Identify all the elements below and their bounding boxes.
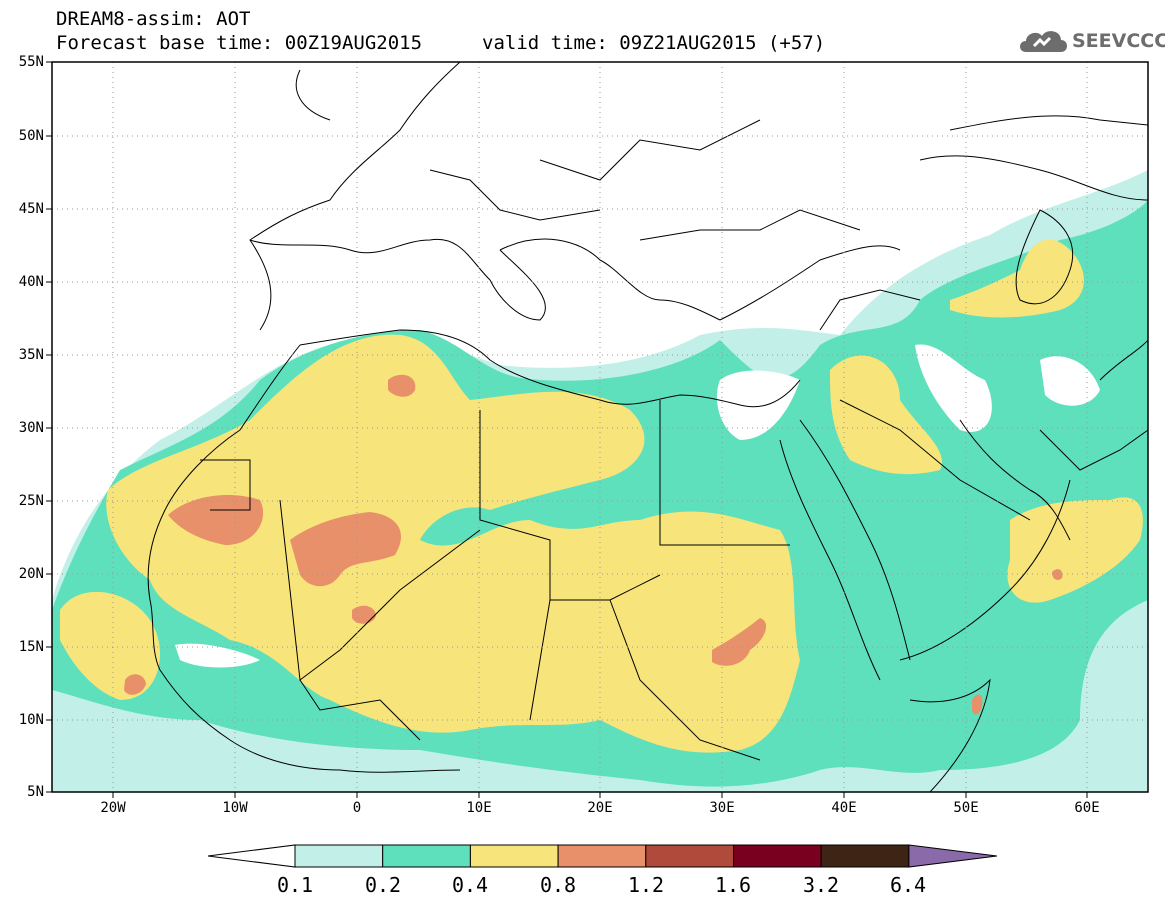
lon-label-50e: 50E: [953, 800, 979, 816]
map-title: DREAM8-assim: AOT: [56, 8, 251, 30]
lat-label-20n: 20N: [18, 566, 44, 582]
lat-label-55n: 55N: [18, 54, 44, 70]
colorbar-label: 0.1: [276, 873, 314, 897]
coastlines: [52, 62, 1148, 792]
lon-label-30e: 30E: [709, 800, 735, 816]
lon-label-60e: 60E: [1074, 800, 1100, 816]
lat-label-35n: 35N: [18, 347, 44, 363]
colorbar-cell: [207, 844, 296, 868]
valid-time: valid time: 09Z21AUG2015 (+57): [482, 32, 826, 54]
lat-label-40n: 40N: [18, 274, 44, 290]
colorbar-label: 1.2: [627, 873, 665, 897]
colorbar-label: 0.2: [364, 873, 402, 897]
colorbar-cell: [908, 844, 997, 868]
lat-label-45n: 45N: [18, 201, 44, 217]
lat-label-30n: 30N: [18, 420, 44, 436]
colorbar-cell: [645, 844, 734, 868]
aot-band-0-8: [124, 374, 1063, 715]
lat-label-15n: 15N: [18, 639, 44, 655]
lon-label-0: 0: [352, 800, 362, 816]
lon-label-20w: 20W: [100, 800, 126, 816]
colorbar-label: 3.2: [802, 873, 840, 897]
colorbar-cell: [382, 844, 471, 868]
aot-band-0-4: [60, 239, 1143, 753]
colorbar-cell: [557, 844, 647, 868]
graticule: [52, 62, 1148, 792]
colorbar-cell: [469, 844, 559, 868]
lat-label-50n: 50N: [18, 128, 44, 144]
colorbar-label: 6.4: [889, 873, 927, 897]
lon-label-20e: 20E: [587, 800, 613, 816]
lat-label-25n: 25N: [18, 493, 44, 509]
forecast-base-time: Forecast base time: 00Z19AUG2015: [56, 32, 423, 54]
lat-label-10n: 10N: [18, 712, 44, 728]
clean-air-patches: [175, 344, 1100, 668]
cloud-icon: [1020, 31, 1067, 52]
colorbar-label: 1.6: [714, 873, 752, 897]
colorbar-cell: [733, 844, 822, 868]
colorbar-cell: [294, 844, 384, 868]
lat-label-5n: 5N: [27, 784, 44, 800]
lon-label-10e: 10E: [466, 800, 492, 816]
seevccc-logo: SEEVCCC: [1016, 24, 1165, 60]
lon-label-10w: 10W: [222, 800, 248, 816]
logo-text: SEEVCCC: [1072, 30, 1165, 52]
colorbar-label: 0.4: [451, 873, 489, 897]
lon-label-40e: 40E: [831, 800, 857, 816]
colorbar-label: 0.8: [539, 873, 577, 897]
colorbar-cell: [820, 844, 910, 868]
